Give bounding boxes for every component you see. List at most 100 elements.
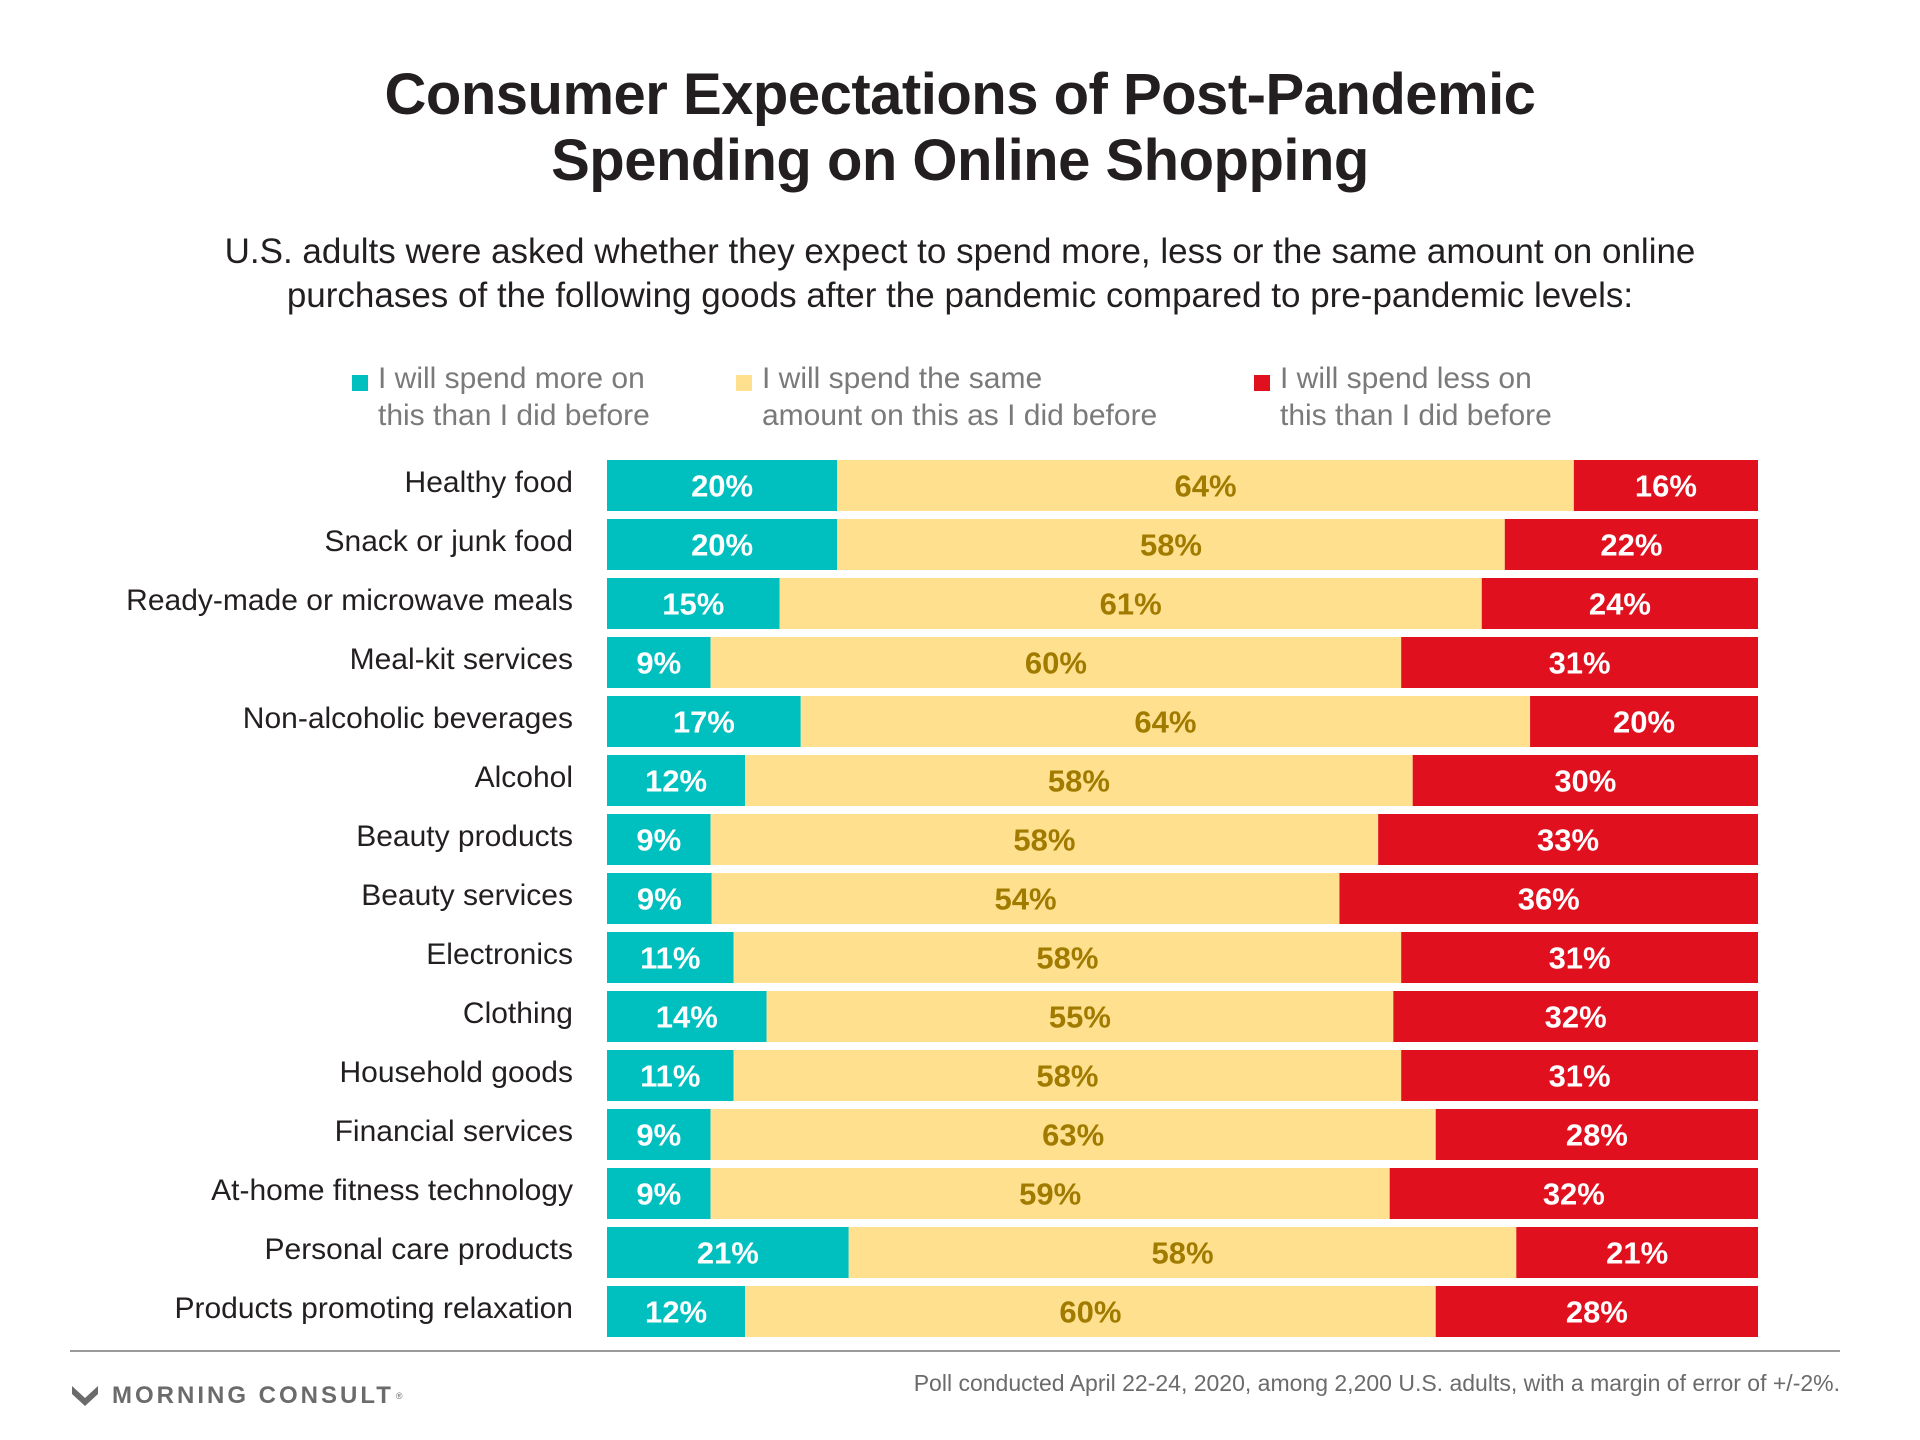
bar-segment-same bbox=[837, 460, 1574, 511]
footer-divider bbox=[70, 1350, 1840, 1352]
bar-segment-same bbox=[745, 1286, 1436, 1337]
data-label-more: 21% bbox=[697, 1236, 759, 1271]
bar-segment-same bbox=[710, 1168, 1390, 1219]
chart-title: Consumer Expectations of Post-Pandemic S… bbox=[0, 62, 1920, 194]
data-label-same: 61% bbox=[1100, 587, 1162, 622]
bar-segment-less bbox=[1412, 755, 1758, 806]
bar-segment-less bbox=[1481, 578, 1758, 629]
chart-subtitle: U.S. adults were asked whether they expe… bbox=[0, 230, 1920, 318]
data-label-more: 20% bbox=[691, 528, 753, 563]
data-label-same: 63% bbox=[1042, 1118, 1104, 1153]
bar-segment-less bbox=[1401, 932, 1758, 983]
bar-segment-more bbox=[607, 814, 711, 865]
stacked-bar-chart: Healthy food 20% 64% 16% Snack or junk food 2… bbox=[126, 460, 1758, 1337]
bar-segment-less bbox=[1435, 1286, 1758, 1337]
bar-segment-less bbox=[1504, 519, 1758, 570]
data-label-more: 11% bbox=[640, 1059, 700, 1094]
bar-segment-same bbox=[710, 814, 1379, 865]
bar-segment-more bbox=[607, 755, 746, 806]
data-label-more: 9% bbox=[636, 1118, 681, 1153]
category-label: Household goods bbox=[339, 1056, 573, 1089]
data-label-less: 36% bbox=[1518, 882, 1580, 917]
chart-title-line: Spending on Online Shopping bbox=[551, 128, 1369, 193]
bar-segment-more bbox=[607, 932, 734, 983]
data-label-more: 9% bbox=[636, 823, 681, 858]
bar-segment-same bbox=[766, 991, 1394, 1042]
bar-segment-more bbox=[607, 696, 801, 747]
category-label: Snack or junk food bbox=[325, 525, 573, 558]
bar-segment-same bbox=[779, 578, 1482, 629]
bar-segment-more bbox=[607, 1286, 746, 1337]
legend-swatch-more bbox=[352, 375, 368, 391]
bar-segment-less bbox=[1378, 814, 1758, 865]
data-label-more: 20% bbox=[691, 469, 753, 504]
bar-segment-same bbox=[710, 637, 1402, 688]
data-label-more: 14% bbox=[656, 1000, 718, 1035]
category-label: Electronics bbox=[426, 938, 573, 971]
bar-segment-more bbox=[607, 1227, 849, 1278]
data-label-less: 31% bbox=[1549, 1059, 1611, 1094]
bar-segment-less bbox=[1530, 696, 1758, 747]
bar-segment-less bbox=[1573, 460, 1758, 511]
data-label-less: 33% bbox=[1537, 823, 1599, 858]
bar-segment-less bbox=[1339, 873, 1758, 924]
category-label: Financial services bbox=[335, 1115, 573, 1148]
bar-segment-same bbox=[800, 696, 1531, 747]
logo-text: MORNING CONSULT bbox=[112, 1382, 394, 1409]
bar-segment-more bbox=[607, 991, 767, 1042]
bar-segment-more bbox=[607, 1050, 734, 1101]
data-label-less: 16% bbox=[1635, 469, 1697, 504]
data-label-same: 60% bbox=[1025, 646, 1087, 681]
bar-segment-less bbox=[1401, 1050, 1758, 1101]
category-label: Clothing bbox=[463, 997, 573, 1030]
data-label-same: 55% bbox=[1049, 1000, 1111, 1035]
data-label-less: 22% bbox=[1600, 528, 1662, 563]
data-label-more: 17% bbox=[673, 705, 735, 740]
data-label-more: 12% bbox=[645, 1295, 707, 1330]
footnote: Poll conducted April 22-24, 2020, among … bbox=[913, 1370, 1840, 1396]
category-label: Ready-made or microwave meals bbox=[126, 584, 573, 617]
bar-segment-more bbox=[607, 1168, 711, 1219]
data-label-less: 31% bbox=[1549, 646, 1611, 681]
data-label-less: 20% bbox=[1613, 705, 1675, 740]
bar-segment-more bbox=[607, 519, 838, 570]
bar-segment-less bbox=[1393, 991, 1758, 1042]
legend-swatch-less bbox=[1254, 375, 1270, 391]
data-label-same: 64% bbox=[1134, 705, 1196, 740]
chart-title-line: Consumer Expectations of Post-Pandemic bbox=[384, 62, 1536, 127]
data-label-more: 9% bbox=[636, 1177, 681, 1212]
category-label: Non-alcoholic beverages bbox=[243, 702, 573, 735]
bar-segment-same bbox=[711, 873, 1340, 924]
data-label-same: 59% bbox=[1019, 1177, 1081, 1212]
data-label-same: 58% bbox=[1151, 1236, 1213, 1271]
data-label-same: 60% bbox=[1059, 1295, 1121, 1330]
category-label: Beauty services bbox=[361, 879, 573, 912]
data-label-less: 32% bbox=[1545, 1000, 1607, 1035]
data-label-less: 24% bbox=[1589, 587, 1651, 622]
data-label-same: 58% bbox=[1036, 1059, 1098, 1094]
category-label: Healthy food bbox=[405, 466, 573, 499]
bar-segment-more bbox=[607, 637, 711, 688]
category-label: At-home fitness technology bbox=[211, 1174, 573, 1207]
category-label: Personal care products bbox=[265, 1233, 574, 1266]
legend-swatch-same bbox=[736, 375, 752, 391]
bar-segment-more bbox=[607, 578, 780, 629]
bar-segment-less bbox=[1389, 1168, 1758, 1219]
logo-registered-mark: ® bbox=[395, 1391, 403, 1401]
bar-segment-same bbox=[710, 1109, 1436, 1160]
bar-segment-same bbox=[848, 1227, 1517, 1278]
data-label-less: 32% bbox=[1543, 1177, 1605, 1212]
data-label-more: 12% bbox=[645, 764, 707, 799]
category-label: Meal-kit services bbox=[350, 643, 573, 676]
data-label-same: 64% bbox=[1174, 469, 1236, 504]
category-label: Products promoting relaxation bbox=[174, 1292, 573, 1325]
data-label-less: 21% bbox=[1606, 1236, 1668, 1271]
data-label-less: 28% bbox=[1566, 1295, 1628, 1330]
chart-subtitle-line: purchases of the following goods after t… bbox=[286, 276, 1634, 315]
bar-segment-same bbox=[733, 1050, 1402, 1101]
legend-label-less: I will spend less on this than I did bef… bbox=[1280, 362, 1552, 432]
legend-label-more: I will spend more on this than I did bef… bbox=[378, 362, 650, 432]
bar-segment-more bbox=[607, 1109, 711, 1160]
data-label-more: 11% bbox=[640, 941, 700, 976]
data-label-more: 15% bbox=[662, 587, 724, 622]
